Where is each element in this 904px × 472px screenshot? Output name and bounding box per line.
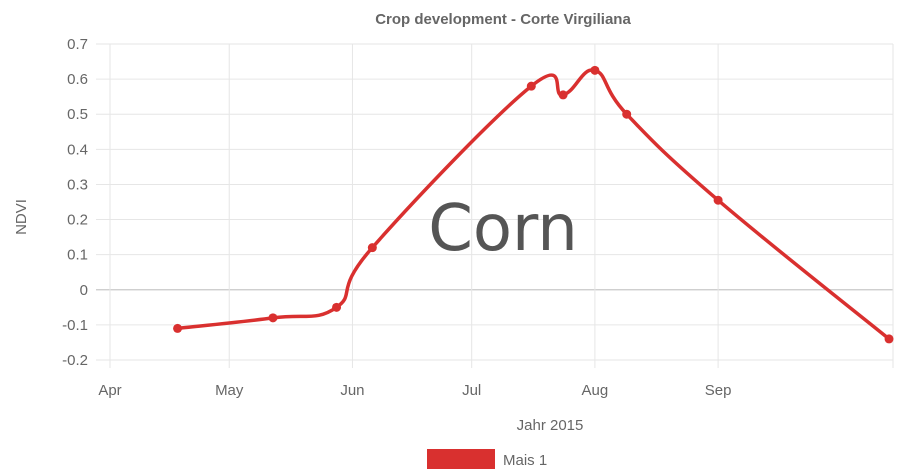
y-tick-label: 0.4: [67, 141, 88, 158]
data-point[interactable]: [884, 334, 894, 344]
y-tick-label: 0.6: [67, 71, 88, 88]
legend-label-mais-1[interactable]: Mais 1: [503, 452, 547, 469]
y-tick-label: 0.3: [67, 176, 88, 193]
data-point[interactable]: [558, 90, 568, 100]
data-point[interactable]: [332, 302, 342, 312]
y-tick-label: 0.2: [67, 212, 88, 229]
legend-swatch-mais-1[interactable]: [427, 449, 495, 469]
series-layer: [173, 65, 894, 344]
x-tick-label: May: [215, 382, 244, 399]
y-tick-label: 0.5: [67, 106, 88, 123]
x-tick-label: Jul: [462, 382, 481, 399]
chart-legend[interactable]: Mais 1: [427, 449, 547, 469]
y-tick-label: 0.7: [67, 36, 88, 53]
x-tick-label: Jun: [340, 382, 364, 399]
y-tick-label: -0.2: [62, 352, 88, 369]
x-axis-title: Jahr 2015: [517, 417, 584, 434]
y-tick-label: 0: [80, 282, 88, 299]
x-tick-label: Aug: [582, 382, 609, 399]
chart-title: Crop development - Corte Virgiliana: [375, 11, 631, 28]
corn-overlay-label: Corn: [428, 192, 578, 266]
x-tick-label: Apr: [98, 382, 121, 399]
y-axis-tick-labels: 0.7 0.6 0.5 0.4 0.3 0.2 0.1 0 -0.1 -0.2: [62, 36, 88, 369]
data-point[interactable]: [713, 195, 723, 205]
x-axis-tick-labels: Apr May Jun Jul Aug Sep: [98, 382, 731, 399]
data-point[interactable]: [622, 109, 632, 119]
chart-grid: [96, 43, 894, 368]
data-point[interactable]: [526, 81, 536, 91]
data-point[interactable]: [268, 313, 278, 323]
y-tick-label: -0.1: [62, 317, 88, 334]
data-point[interactable]: [367, 243, 377, 253]
data-point[interactable]: [173, 323, 183, 333]
data-point[interactable]: [590, 65, 600, 75]
series-line-mais-1: [175, 68, 891, 341]
y-axis-title: NDVI: [13, 199, 30, 235]
x-tick-label: Sep: [705, 382, 732, 399]
y-tick-label: 0.1: [67, 247, 88, 264]
